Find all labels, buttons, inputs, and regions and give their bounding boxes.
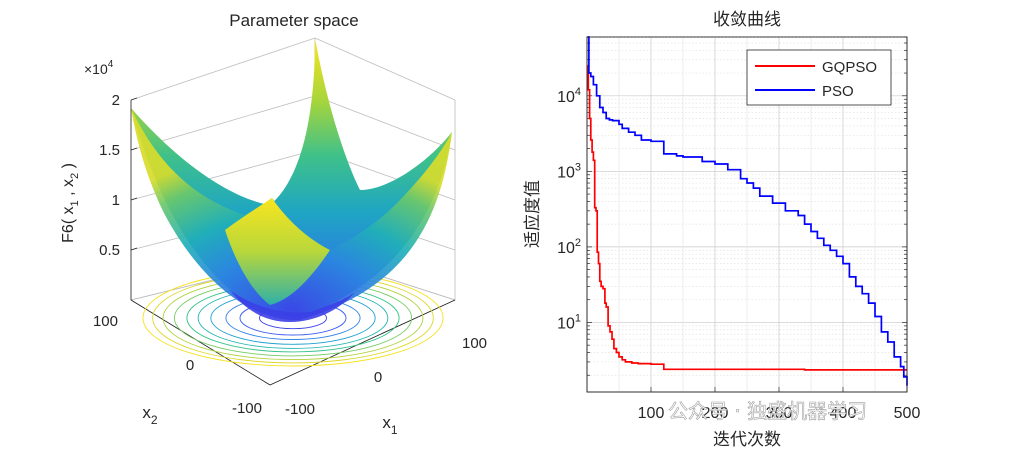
legend: GQPSO PSO xyxy=(746,49,892,106)
surface-mesh xyxy=(131,38,452,322)
legend-label-pso: PSO xyxy=(822,83,854,100)
z-tick-mark xyxy=(130,147,138,151)
x-tick-label: 200 xyxy=(702,405,729,422)
z-axis-ticks: 0.5 1 1.5 2 xyxy=(99,92,138,259)
surface-plot: 0.5 1 1.5 2 ×104 100 0 -100 -100 0 100 Para… xyxy=(60,11,487,437)
x1-tick--100: -100 xyxy=(285,401,315,418)
convergence-plot: 101 102 103 104 100 200 300 400 500 收敛曲线 迭代次数 适… xyxy=(523,10,920,450)
y-axis-ticks: 101 102 103 104 xyxy=(557,86,581,333)
watermark-text: 公众号 · 独盛机器学习 xyxy=(668,399,867,423)
y-tick-label: 102 xyxy=(557,237,581,257)
x-tick-label: 100 xyxy=(638,405,665,422)
x2-axis-label: x2 xyxy=(142,403,158,427)
series-line-pso xyxy=(587,36,908,386)
convergence-title: 收敛曲线 xyxy=(713,10,781,30)
x-axis-label: 迭代次数 xyxy=(713,430,781,450)
y-tick-label: 101 xyxy=(557,312,581,332)
x-axis-ticks: 100 200 300 400 500 xyxy=(638,387,921,422)
x-tick-label: 400 xyxy=(830,405,857,422)
x1-axis-label: x1 xyxy=(382,413,398,437)
y-tick-label: 104 xyxy=(557,86,581,106)
x2-tick-100: 100 xyxy=(93,313,118,330)
z-tick-label: 1.5 xyxy=(99,142,120,159)
z-axis-label: F6( x1 , x2 ) xyxy=(60,163,81,243)
series-lines xyxy=(587,36,908,386)
z-tick-mark xyxy=(130,97,138,101)
z-tick-mark xyxy=(130,197,138,201)
legend-label-gqpso: GQPSO xyxy=(822,59,877,76)
series-line-gqpso xyxy=(587,64,907,371)
x2-tick-0: 0 xyxy=(186,357,194,374)
surface-front-bowl xyxy=(131,108,452,321)
z-tick-label: 0.5 xyxy=(99,242,120,259)
y-tick-label: 103 xyxy=(557,161,581,181)
surface-title: Parameter space xyxy=(229,11,358,30)
x2-tick--100: -100 xyxy=(232,400,262,417)
z-exponent: ×104 xyxy=(84,59,114,77)
z-tick-label: 2 xyxy=(112,92,120,109)
surface-front-peak xyxy=(225,198,330,305)
x-tick-label: 300 xyxy=(766,405,793,422)
surface-bottom xyxy=(230,290,355,322)
legend-box xyxy=(746,49,892,106)
x1-tick-0: 0 xyxy=(374,369,382,386)
watermark: 公众号 · 独盛机器学习 xyxy=(668,399,868,424)
z-tick-label: 1 xyxy=(112,192,120,209)
z-tick-mark xyxy=(130,247,138,251)
x-tick-label: 500 xyxy=(894,405,921,422)
x1-tick-100: 100 xyxy=(462,335,487,352)
y-axis-label: 适应度值 xyxy=(523,180,543,248)
